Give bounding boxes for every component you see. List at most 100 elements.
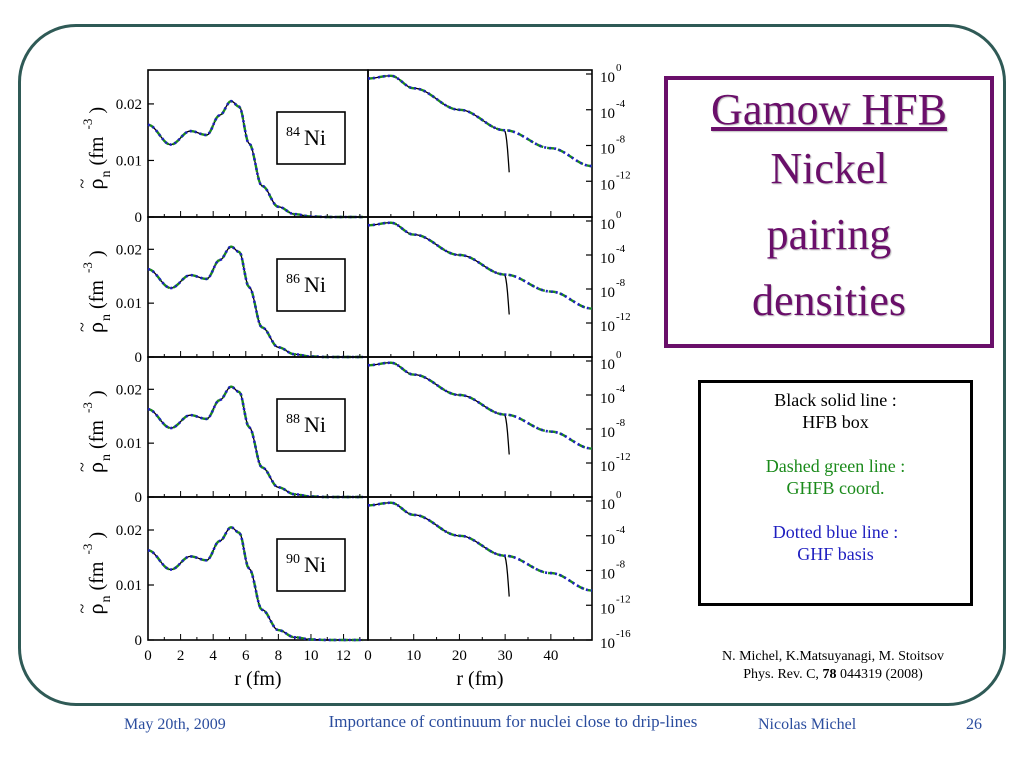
log-tick-base: 10: [600, 532, 615, 548]
citation-authors: N. Michel, K.Matsuyanagi, M. Stoitsov: [721, 649, 945, 664]
legend-green: Dashed green line : GHFB coord.: [701, 455, 970, 499]
legend-black-line2: HFB box: [802, 412, 869, 432]
log-tick-base: 10: [600, 217, 615, 233]
nucleus-label-box: [276, 258, 346, 312]
ylabel-rho: ρ: [83, 179, 108, 190]
left-curve-dotted: [147, 99, 364, 219]
ylabel-rho: ρ: [83, 604, 108, 615]
ylabel-close-paren: ): [86, 107, 108, 114]
citation-volume: 78: [822, 667, 837, 682]
log-tick-base: 10: [600, 177, 615, 193]
citation-journal-suffix: 044319 (2008): [836, 667, 923, 682]
ylabel-exponent: -3: [80, 262, 95, 273]
log-tick-base: 10: [600, 106, 615, 122]
ylabel-subscript: n: [99, 314, 114, 321]
left-ytick-label: 0.02: [116, 523, 142, 539]
nucleus-label-box: [276, 538, 346, 592]
log-tick-exponent: -8: [616, 417, 626, 429]
left-ytick-label: 0.02: [116, 242, 142, 258]
log-tick-exponent: -12: [616, 593, 631, 605]
legend-blue-line2: GHF basis: [797, 544, 874, 564]
left-ytick-label: 0.02: [116, 382, 142, 398]
title-densities: densities: [752, 276, 906, 325]
left-x-axis-label: r (fm): [234, 668, 281, 690]
legend-blue: Dotted blue line : GHF basis: [701, 521, 970, 565]
ylabel-unit: (fm: [86, 280, 108, 309]
nucleus-symbol: Ni: [304, 552, 326, 577]
log-tick-base: 10: [600, 425, 615, 441]
legend-blue-line1: Dotted blue line :: [772, 522, 899, 542]
footer-talk-title: Importance of continuum for nuclei close…: [328, 712, 698, 731]
right-xtick-label: 30: [498, 648, 513, 664]
right-curve-dashed: [367, 74, 593, 168]
right-curve-dashed: [367, 361, 593, 450]
log-tick-base: 10: [600, 357, 615, 373]
citation-journal-prefix: Phys. Rev. C,: [743, 667, 823, 682]
log-tick-exponent: -8: [616, 559, 626, 571]
nucleus-mass-number: 86: [286, 272, 300, 287]
log-tick-base: 10: [600, 636, 615, 652]
citation: N. Michel, K.Matsuyanagi, M. Stoitsov Ph…: [668, 648, 998, 684]
y-axis-label: ρ~ n (fm -3): [72, 532, 114, 615]
ylabel-close-paren: ): [86, 390, 108, 397]
right-xtick-label: 10: [406, 648, 421, 664]
y-axis-label: ρ~ n (fm -3): [72, 107, 114, 190]
left-curve-dashed: [147, 526, 364, 642]
ylabel-exponent: -3: [80, 402, 95, 413]
ylabel-unit: (fm: [86, 420, 108, 449]
left-ytick-label: 0: [135, 210, 143, 226]
title-nickel: Nickel: [770, 144, 888, 193]
log-tick-base: 10: [600, 142, 615, 158]
title-pairing: pairing: [766, 210, 892, 259]
log-tick-exponent: -8: [616, 134, 626, 146]
left-xtick-label: 12: [336, 648, 351, 664]
log-tick-base: 10: [600, 459, 615, 475]
title-box: Gamow HFB Nickel pairing densities: [664, 76, 994, 348]
left-xtick-label: 8: [275, 648, 283, 664]
nucleus-symbol: Ni: [304, 412, 326, 437]
log-tick-base: 10: [600, 391, 615, 407]
legend-black: Black solid line : HFB box: [701, 389, 970, 433]
left-ytick-label: 0: [135, 350, 143, 366]
log-tick-exponent: -4: [616, 98, 626, 110]
citation-journal: Phys. Rev. C, 78 044319 (2008): [668, 666, 998, 684]
ylabel-tilde: ~: [72, 462, 92, 472]
left-xtick-label: 4: [209, 648, 217, 664]
y-axis-label: ρ~ n (fm -3): [72, 250, 114, 333]
log-tick-exponent: 0: [616, 62, 622, 74]
left-ytick-label: 0.01: [116, 578, 142, 594]
right-xtick-label: 40: [543, 648, 558, 664]
ylabel-unit: (fm: [86, 561, 108, 590]
log-tick-exponent: -12: [616, 169, 631, 181]
log-tick-exponent: -12: [616, 451, 631, 463]
ylabel-subscript: n: [99, 596, 114, 603]
ylabel-exponent: -3: [80, 544, 95, 555]
legend-black-line1: Black solid line :: [774, 390, 897, 410]
footer-date: May 20th, 2009: [124, 716, 226, 733]
nucleus-symbol: Ni: [304, 272, 326, 297]
ylabel-exponent: -3: [80, 119, 95, 130]
ylabel-close-paren: ): [86, 250, 108, 257]
footer-page-number: 26: [966, 716, 982, 733]
right-curve-dotted: [367, 74, 593, 168]
nucleus-symbol: Ni: [304, 125, 326, 150]
right-plot-frame: [367, 216, 593, 358]
right-xtick-label: 0: [364, 648, 372, 664]
right-plot-frame: [367, 69, 593, 218]
log-tick-exponent: 0: [616, 209, 622, 221]
log-tick-base: 10: [600, 497, 615, 513]
ylabel-rho: ρ: [83, 322, 108, 333]
nucleus-mass-number: 84: [286, 125, 300, 140]
log-tick-exponent: -4: [616, 243, 626, 255]
left-xtick-label: 6: [242, 648, 250, 664]
slide-frame: [18, 24, 1006, 706]
left-xtick-label: 10: [303, 648, 318, 664]
footer-author: Nicolas Michel: [758, 716, 857, 733]
left-xtick-label: 0: [144, 648, 152, 664]
left-ytick-label: 0: [135, 490, 143, 506]
y-axis-label: ρ~ n (fm -3): [72, 390, 114, 473]
title-subtitle: Nickel pairing densities: [668, 136, 990, 334]
